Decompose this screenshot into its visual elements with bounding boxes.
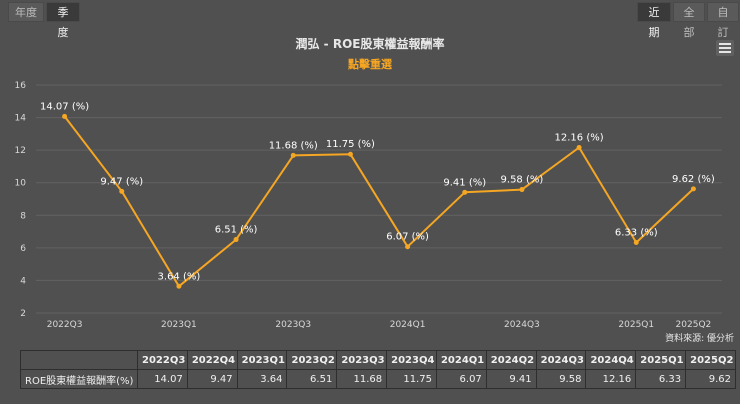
table-column-header: 2023Q4 bbox=[386, 350, 437, 370]
x-tick-label: 2024Q3 bbox=[504, 320, 540, 330]
table-column-header: 2024Q4 bbox=[585, 350, 637, 370]
data-point[interactable] bbox=[62, 113, 68, 119]
data-label: 9.58 (%) bbox=[501, 175, 544, 186]
data-label: 9.41 (%) bbox=[443, 177, 486, 188]
data-label: 6.33 (%) bbox=[615, 227, 658, 238]
chart-subtitle[interactable]: 點擊重選 bbox=[347, 57, 392, 71]
y-tick-label: 8 bbox=[20, 211, 26, 221]
data-label: 11.75 (%) bbox=[326, 139, 375, 150]
data-point[interactable] bbox=[119, 188, 125, 194]
table-column-header: 2024Q1 bbox=[435, 350, 487, 370]
hamburger-menu-icon[interactable] bbox=[716, 40, 734, 56]
table-cell: 14.07 bbox=[137, 369, 188, 389]
tab-quarterly[interactable]: 季度 bbox=[46, 2, 80, 39]
table-cell: 9.62 bbox=[685, 369, 736, 389]
table-row-label: ROE股東權益報酬率(%) bbox=[20, 369, 138, 389]
source-note: 資料來源: 優分析 bbox=[665, 332, 734, 344]
table-column-header: 2022Q3 bbox=[137, 350, 188, 370]
table-cell: 9.47 bbox=[186, 369, 238, 389]
y-tick-label: 2 bbox=[20, 309, 26, 319]
x-tick-label: 2023Q3 bbox=[275, 320, 311, 330]
table-cell: 3.64 bbox=[236, 369, 288, 389]
y-tick-label: 4 bbox=[20, 276, 26, 286]
data-point[interactable] bbox=[576, 145, 582, 151]
x-tick-label: 2025Q2 bbox=[676, 320, 712, 330]
table-column-header: 2025Q1 bbox=[635, 350, 687, 370]
data-point[interactable] bbox=[347, 151, 353, 157]
data-point[interactable] bbox=[519, 187, 525, 193]
table-cell: 12.16 bbox=[585, 369, 637, 389]
table-column-header: 2024Q2 bbox=[485, 350, 537, 370]
table-cell: 6.33 bbox=[635, 369, 687, 389]
table-column-header: 2022Q4 bbox=[186, 350, 238, 370]
y-tick-label: 12 bbox=[15, 146, 26, 156]
range-all[interactable]: 全部 bbox=[673, 2, 705, 39]
table-corner-cell bbox=[20, 350, 138, 370]
x-tick-label: 2023Q1 bbox=[161, 320, 197, 330]
table-cell: 11.68 bbox=[336, 369, 388, 389]
data-point[interactable] bbox=[462, 189, 468, 195]
tab-annual[interactable]: 年度 bbox=[8, 2, 44, 22]
y-tick-label: 10 bbox=[15, 179, 27, 189]
range-recent[interactable]: 近期 bbox=[637, 2, 671, 39]
data-label: 14.07 (%) bbox=[40, 101, 89, 112]
y-tick-label: 6 bbox=[20, 244, 26, 254]
data-label: 9.47 (%) bbox=[100, 176, 143, 187]
data-table: 2022Q3 2022Q4 2023Q1 2023Q2 2023Q3 2023Q4 2024… bbox=[20, 350, 736, 389]
roe-line-chart: 潤弘 - ROE股東權益報酬率 點擊重選 2 4 6 8 10 12 14 16 2022Q3… bbox=[15, 36, 734, 344]
data-label: 6.51 (%) bbox=[215, 225, 258, 236]
chart-title: 潤弘 - ROE股東權益報酬率 bbox=[296, 36, 445, 51]
table-cell: 6.07 bbox=[435, 369, 487, 389]
data-label: 12.16 (%) bbox=[555, 133, 604, 144]
series-line bbox=[63, 115, 695, 288]
data-label: 9.62 (%) bbox=[672, 174, 715, 185]
table-cell: 9.41 bbox=[485, 369, 537, 389]
x-tick-label: 2022Q3 bbox=[47, 320, 83, 330]
table-column-header: 2023Q3 bbox=[336, 350, 388, 370]
data-point[interactable] bbox=[233, 237, 239, 243]
data-point[interactable] bbox=[290, 152, 296, 158]
data-point[interactable] bbox=[176, 283, 182, 289]
x-tick-label: 2024Q1 bbox=[390, 320, 426, 330]
table-cell: 9.58 bbox=[535, 369, 587, 389]
data-label: 6.07 (%) bbox=[386, 232, 429, 243]
table-cell: 6.51 bbox=[286, 369, 338, 389]
range-custom[interactable]: 自訂 bbox=[707, 2, 739, 39]
table-column-header: 2023Q2 bbox=[286, 350, 338, 370]
y-tick-label: 14 bbox=[15, 114, 27, 124]
table-column-header: 2023Q1 bbox=[236, 350, 288, 370]
data-label: 3.64 (%) bbox=[158, 271, 201, 282]
table-column-header: 2025Q2 bbox=[685, 350, 736, 370]
data-label: 11.68 (%) bbox=[269, 140, 318, 151]
table-row: ROE股東權益報酬率(%) 14.07 9.47 3.64 6.51 11.68 11.7… bbox=[20, 369, 736, 389]
table-column-header: 2024Q3 bbox=[535, 350, 587, 370]
x-tick-label: 2025Q1 bbox=[618, 320, 654, 330]
table-header-row: 2022Q3 2022Q4 2023Q1 2023Q2 2023Q3 2023Q4 2024… bbox=[20, 350, 736, 370]
data-point[interactable] bbox=[690, 186, 696, 192]
y-tick-label: 16 bbox=[15, 81, 27, 91]
table-cell: 11.75 bbox=[386, 369, 437, 389]
data-point[interactable] bbox=[405, 244, 411, 250]
data-point[interactable] bbox=[633, 239, 639, 245]
